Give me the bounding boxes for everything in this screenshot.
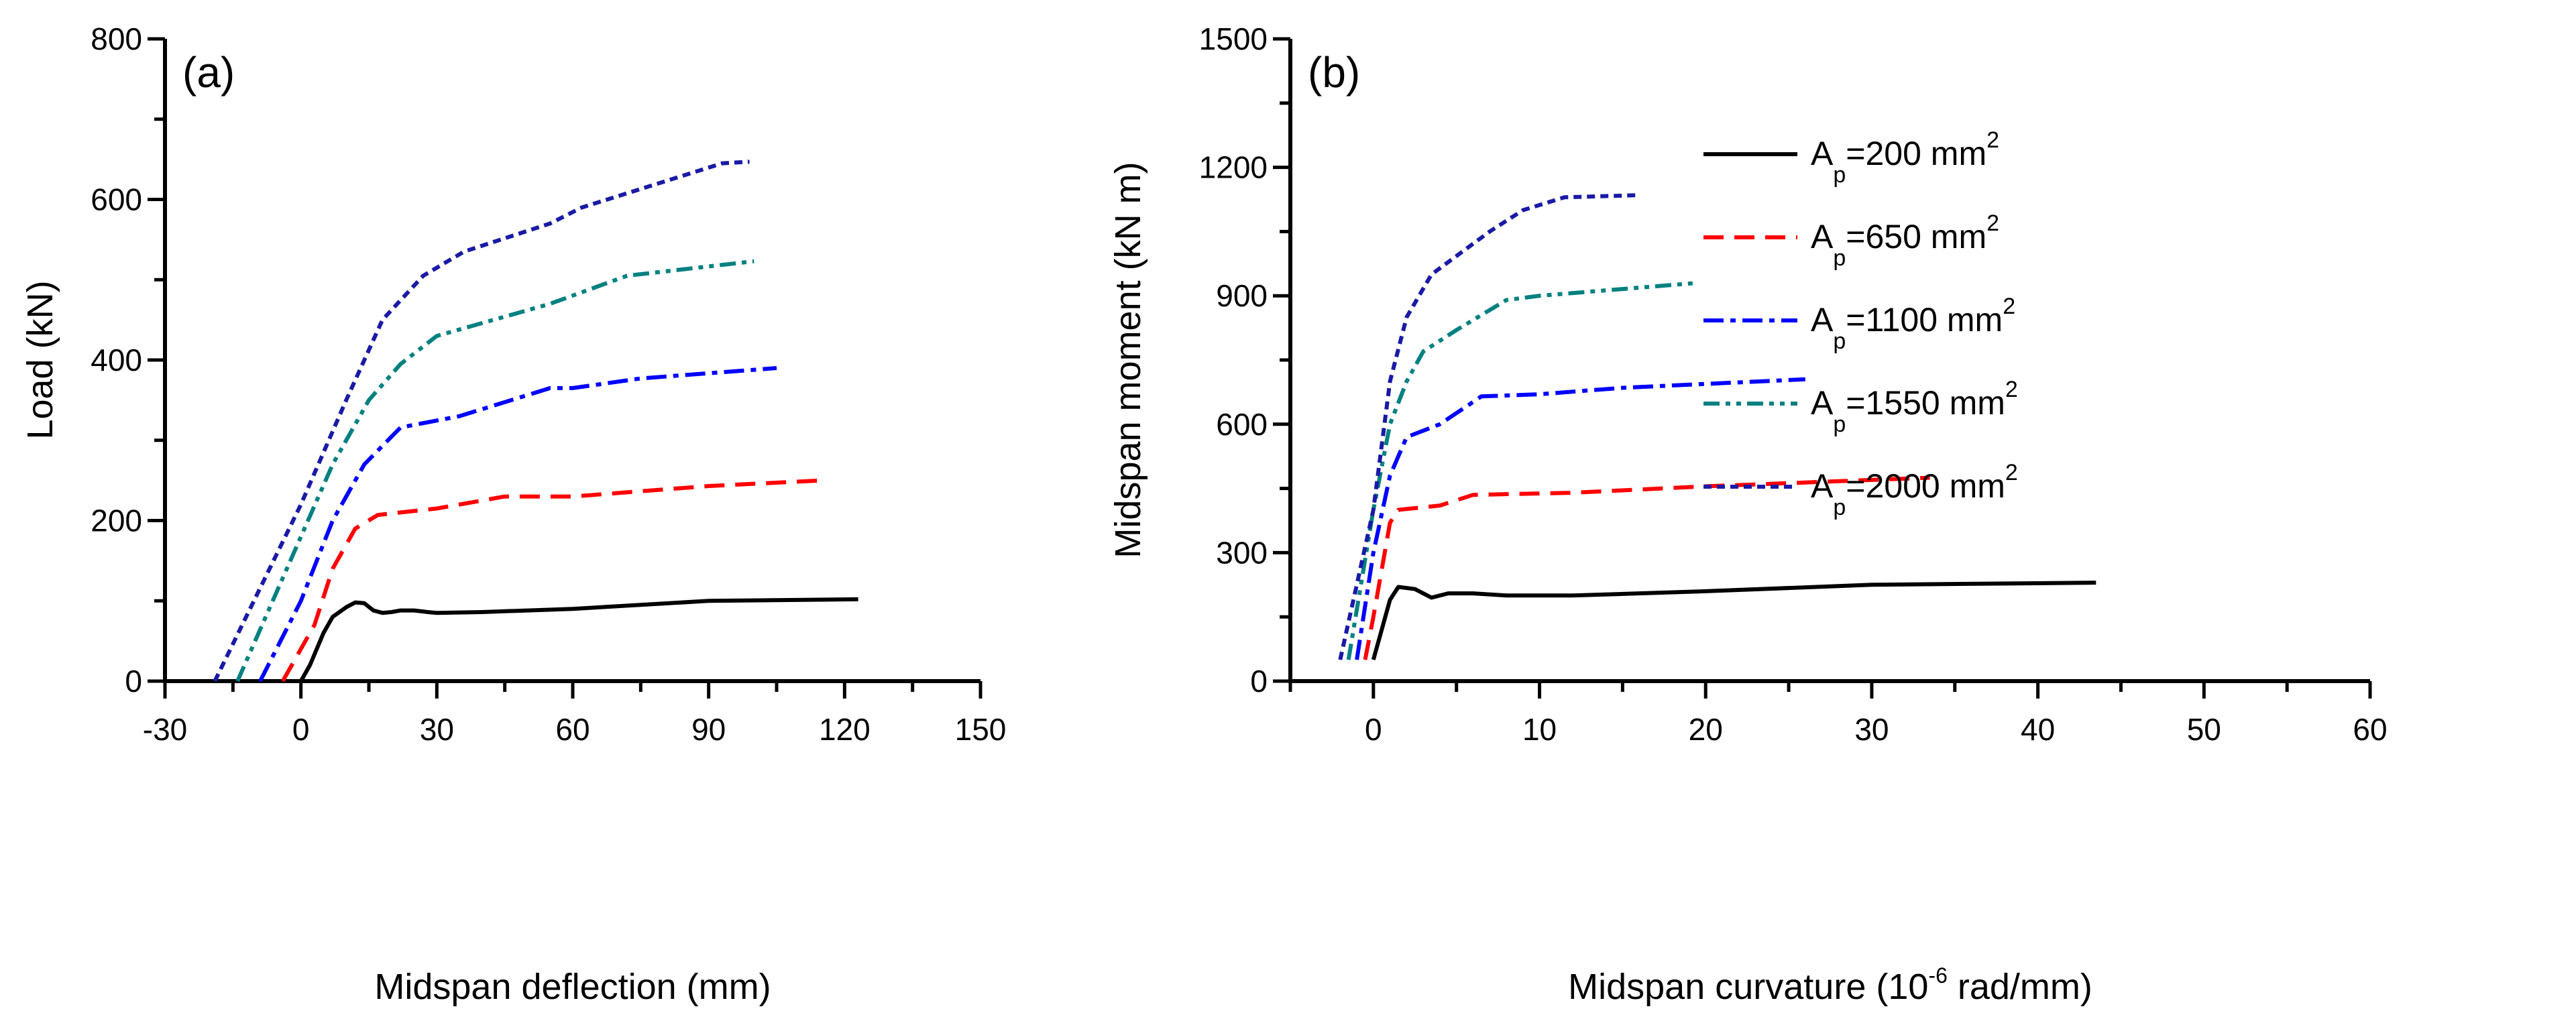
legend-label-sub: p — [1833, 328, 1846, 354]
legend-label-prefix: A — [1811, 384, 1834, 422]
legend-label: Ap=200 mm2 — [1811, 127, 1999, 188]
legend-label-text: =1550 mm — [1846, 384, 2005, 422]
legend-label-sup: 2 — [2003, 294, 2015, 319]
legend-label-sup: 2 — [2005, 377, 2018, 402]
legend-label-sup: 2 — [1986, 211, 1999, 236]
legend-label: Ap=1100 mm2 — [1811, 294, 2015, 354]
series-line-b-4 — [1338, 193, 1640, 660]
x-axis-title-a: Midspan deflection (mm) — [374, 967, 771, 1007]
series-line-a-3 — [235, 259, 754, 682]
x-axis-title-b-tail: rad/mm) — [1948, 967, 2092, 1007]
x-tick-label: 0 — [1365, 712, 1382, 747]
series-line-a-0 — [299, 597, 858, 682]
legend-label-text: =200 mm — [1846, 135, 1986, 172]
x-tick-label: 90 — [691, 712, 726, 747]
legend-label-sub: p — [1833, 162, 1846, 188]
legend-label-sup: 2 — [2005, 460, 2018, 485]
x-tick-label: 60 — [555, 712, 590, 747]
y-tick-label: 600 — [91, 182, 142, 217]
y-tick-label: 400 — [91, 343, 142, 377]
legend-label: Ap=650 mm2 — [1811, 211, 1999, 271]
panel-label-a: (a) — [182, 48, 235, 97]
y-tick-label: 0 — [125, 664, 142, 699]
y-tick-label: 1500 — [1199, 21, 1268, 56]
x-tick-label: 50 — [2187, 712, 2221, 747]
legend-label: Ap=2000 mm2 — [1811, 460, 2018, 520]
legend-label-text: =2000 mm — [1846, 467, 2005, 505]
y-tick-label: 800 — [91, 21, 142, 56]
legend-label-prefix: A — [1811, 218, 1834, 255]
y-tick-label: 0 — [1250, 664, 1268, 699]
x-tick-label: 10 — [1522, 712, 1557, 747]
x-axis-title-b-main: Midspan curvature (10 — [1568, 967, 1928, 1007]
series-line-b-0 — [1371, 581, 2096, 660]
series-line-b-2 — [1355, 377, 1805, 660]
series-line-b-1 — [1363, 475, 1930, 660]
legend-label-sub: p — [1833, 495, 1846, 520]
x-axis-title-b: Midspan curvature (10-6 rad/mm) — [1568, 963, 2092, 1007]
legend-label-sub: p — [1833, 412, 1846, 437]
chart-a-load-deflection: (a) Midspan deflection (mm) Load (kN) -3… — [20, 21, 1006, 1007]
x-tick-label: 40 — [2021, 712, 2055, 747]
x-tick-label: 30 — [1854, 712, 1889, 747]
legend-label-prefix: A — [1811, 467, 1834, 505]
y-tick-label: 900 — [1216, 278, 1268, 313]
x-tick-label: 60 — [2353, 712, 2387, 747]
x-tick-label: 120 — [819, 712, 871, 747]
x-tick-label: 20 — [1689, 712, 1723, 747]
series-line-a-1 — [280, 478, 822, 682]
y-axis-title-a: Load (kN) — [20, 280, 60, 439]
legend-label-sup: 2 — [1986, 127, 1999, 153]
series-line-b-3 — [1346, 281, 1698, 660]
y-tick-label: 200 — [91, 503, 142, 538]
x-tick-label: 30 — [420, 712, 454, 747]
y-tick-label: 300 — [1216, 535, 1268, 570]
chart-b-moment-curvature: (b) Midspan curvature (10-6 rad/mm) Mids… — [1108, 21, 2388, 1007]
x-tick-label: 0 — [292, 712, 310, 747]
series-line-a-2 — [258, 366, 777, 682]
legend-label-sub: p — [1833, 245, 1846, 271]
legend-label: Ap=1550 mm2 — [1811, 377, 2018, 437]
x-axis-title-b-sup: -6 — [1928, 963, 1947, 987]
legend-label-prefix: A — [1811, 135, 1834, 172]
y-axis-title-b: Midspan moment (kN m) — [1108, 162, 1148, 558]
legend-label-prefix: A — [1811, 301, 1834, 339]
legend-label-text: =650 mm — [1846, 218, 1986, 255]
y-tick-label: 1200 — [1199, 150, 1268, 185]
x-tick-label: -30 — [143, 712, 187, 747]
x-tick-label: 150 — [955, 712, 1007, 747]
y-tick-label: 600 — [1216, 407, 1268, 442]
legend-label-text: =1100 mm — [1846, 301, 2003, 339]
panel-label-b: (b) — [1308, 48, 1360, 97]
